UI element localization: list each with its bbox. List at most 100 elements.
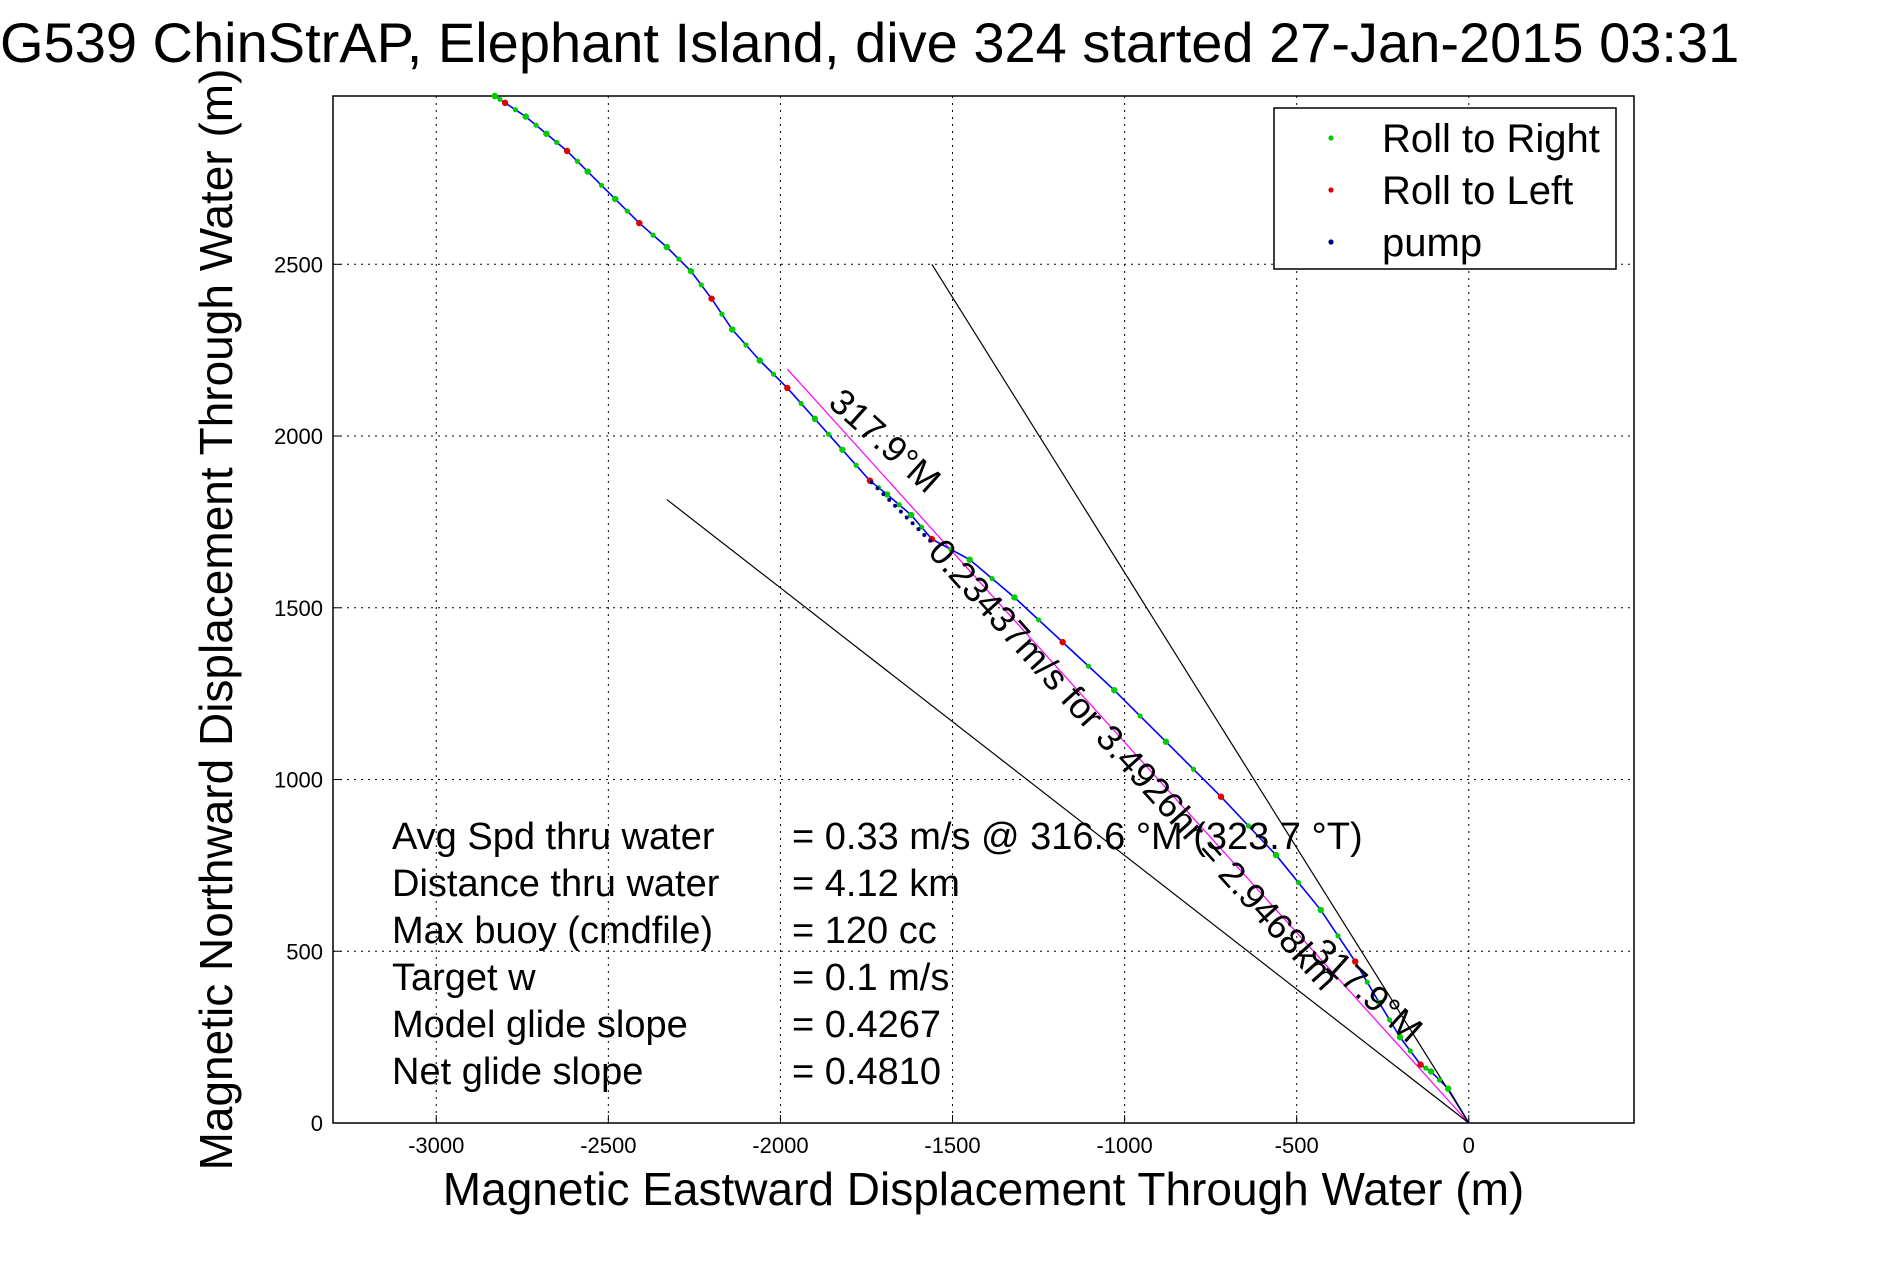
stats-label: Net glide slope: [392, 1051, 643, 1093]
grid-lines: [333, 96, 1634, 1124]
roll-marker: [948, 546, 954, 552]
y-tick-label: 0: [311, 1111, 323, 1136]
y-axis-label: Magnetic Northward Displacement Through …: [190, 69, 242, 1171]
legend-label: Roll to Right: [1382, 117, 1600, 161]
roll-marker: [1272, 851, 1280, 859]
roll-marker: [1190, 766, 1197, 772]
roll-marker: [554, 139, 560, 145]
roll-marker: [636, 219, 643, 227]
roll-marker: [650, 232, 656, 238]
roll-marker: [729, 326, 736, 333]
roll-marker: [853, 462, 859, 468]
roll-marker: [966, 556, 973, 563]
x-tick-label: -500: [1275, 1133, 1319, 1158]
roll-marker: [1436, 1077, 1443, 1083]
roll-marker: [1245, 823, 1252, 829]
series-line: [931, 263, 1470, 1124]
roll-marker: [1162, 738, 1170, 745]
pump-marker: [887, 497, 892, 502]
roll-marker: [1387, 1017, 1393, 1023]
plot-frame: [332, 95, 1635, 1124]
roll-marker: [811, 415, 819, 423]
y-tick-label: 1000: [274, 768, 323, 793]
roll-marker: [826, 431, 832, 437]
x-tick-label: -3000: [408, 1133, 464, 1158]
roll-marker: [501, 99, 509, 107]
roll-marker: [784, 384, 791, 392]
roll-marker: [1295, 879, 1302, 886]
roll-marker: [770, 371, 777, 377]
legend-marker: [1328, 135, 1334, 141]
pump-marker: [881, 492, 886, 497]
x-axis-label: Magnetic Eastward Displacement Through W…: [443, 1163, 1524, 1215]
series-line: [786, 368, 1470, 1124]
stats-label: Model glide slope: [392, 1004, 688, 1046]
roll-marker: [719, 311, 725, 317]
series-line: [666, 499, 1470, 1124]
roll-marker: [839, 446, 846, 453]
roll-marker: [522, 113, 529, 120]
roll-marker: [698, 282, 704, 288]
stats-value: = 0.33 m/s @ 316.6 °M (323.7 °T): [792, 816, 1363, 858]
legend-label: Roll to Left: [1382, 169, 1573, 213]
roll-marker: [598, 182, 605, 188]
roll-marker: [624, 208, 630, 214]
stats-value: = 0.4267: [792, 1004, 941, 1046]
roll-marker: [676, 256, 682, 262]
roll-marker: [491, 92, 498, 100]
y-axis-ticks: 0 500 1000 1500 2000 2500: [274, 252, 341, 1136]
pump-marker: [875, 486, 880, 491]
roll-marker: [883, 491, 891, 498]
x-tick-label: -2500: [580, 1133, 636, 1158]
pump-marker: [922, 532, 927, 537]
roll-marker: [1335, 933, 1341, 939]
roll-marker: [1085, 663, 1092, 669]
roll-marker: [1376, 999, 1383, 1006]
x-axis-ticks: -3000 -2500 -2000 -1500 -1000 -500 0: [408, 1115, 1475, 1158]
roll-marker: [989, 575, 995, 582]
roll-marker: [1137, 713, 1143, 719]
roll-marker: [1364, 979, 1370, 985]
roll-marker: [708, 295, 715, 302]
pump-marker: [928, 538, 933, 543]
x-tick-label: -1500: [924, 1133, 980, 1158]
x-tick-label: 0: [1463, 1133, 1475, 1158]
pump-marker: [869, 480, 874, 485]
roll-marker: [663, 243, 671, 251]
y-tick-label: 1500: [274, 596, 323, 621]
legend-label: pump: [1382, 221, 1482, 265]
roll-marker: [1035, 617, 1042, 623]
stats-value: = 120 cc: [792, 910, 937, 952]
roll-marker: [497, 96, 503, 103]
roll-marker: [1444, 1085, 1452, 1092]
y-tick-label: 2500: [274, 252, 323, 277]
roll-marker: [687, 267, 695, 275]
stats-value: = 0.4810: [792, 1051, 941, 1093]
roll-marker: [1396, 1033, 1404, 1041]
stats-label: Avg Spd thru water: [392, 816, 715, 858]
roll-marker: [908, 511, 915, 519]
pump-marker: [898, 509, 903, 514]
x-tick-label: -1000: [1096, 1133, 1152, 1158]
chart-title: G539 ChinStrAP, Elephant Island, dive 32…: [0, 11, 1739, 74]
roll-marker: [756, 357, 763, 364]
roll-marker: [743, 342, 749, 348]
stats-value: = 4.12 km: [792, 863, 960, 905]
pump-marker: [904, 515, 909, 520]
y-tick-label: 2000: [274, 424, 323, 449]
roll-marker: [584, 168, 591, 175]
stats-label: Max buoy (cmdfile): [392, 910, 713, 952]
roll-marker: [1111, 687, 1118, 694]
roll-marker: [574, 158, 580, 164]
roll-marker: [533, 122, 539, 128]
roll-marker: [896, 502, 902, 508]
roll-marker: [1427, 1068, 1435, 1075]
legend-marker: [1328, 239, 1334, 245]
roll-markers: [491, 92, 1452, 1092]
roll-marker: [1317, 906, 1324, 914]
roll-marker: [612, 195, 619, 203]
roll-marker: [1011, 594, 1018, 601]
stats-label: Distance thru water: [392, 863, 720, 905]
roll-marker: [512, 107, 519, 113]
